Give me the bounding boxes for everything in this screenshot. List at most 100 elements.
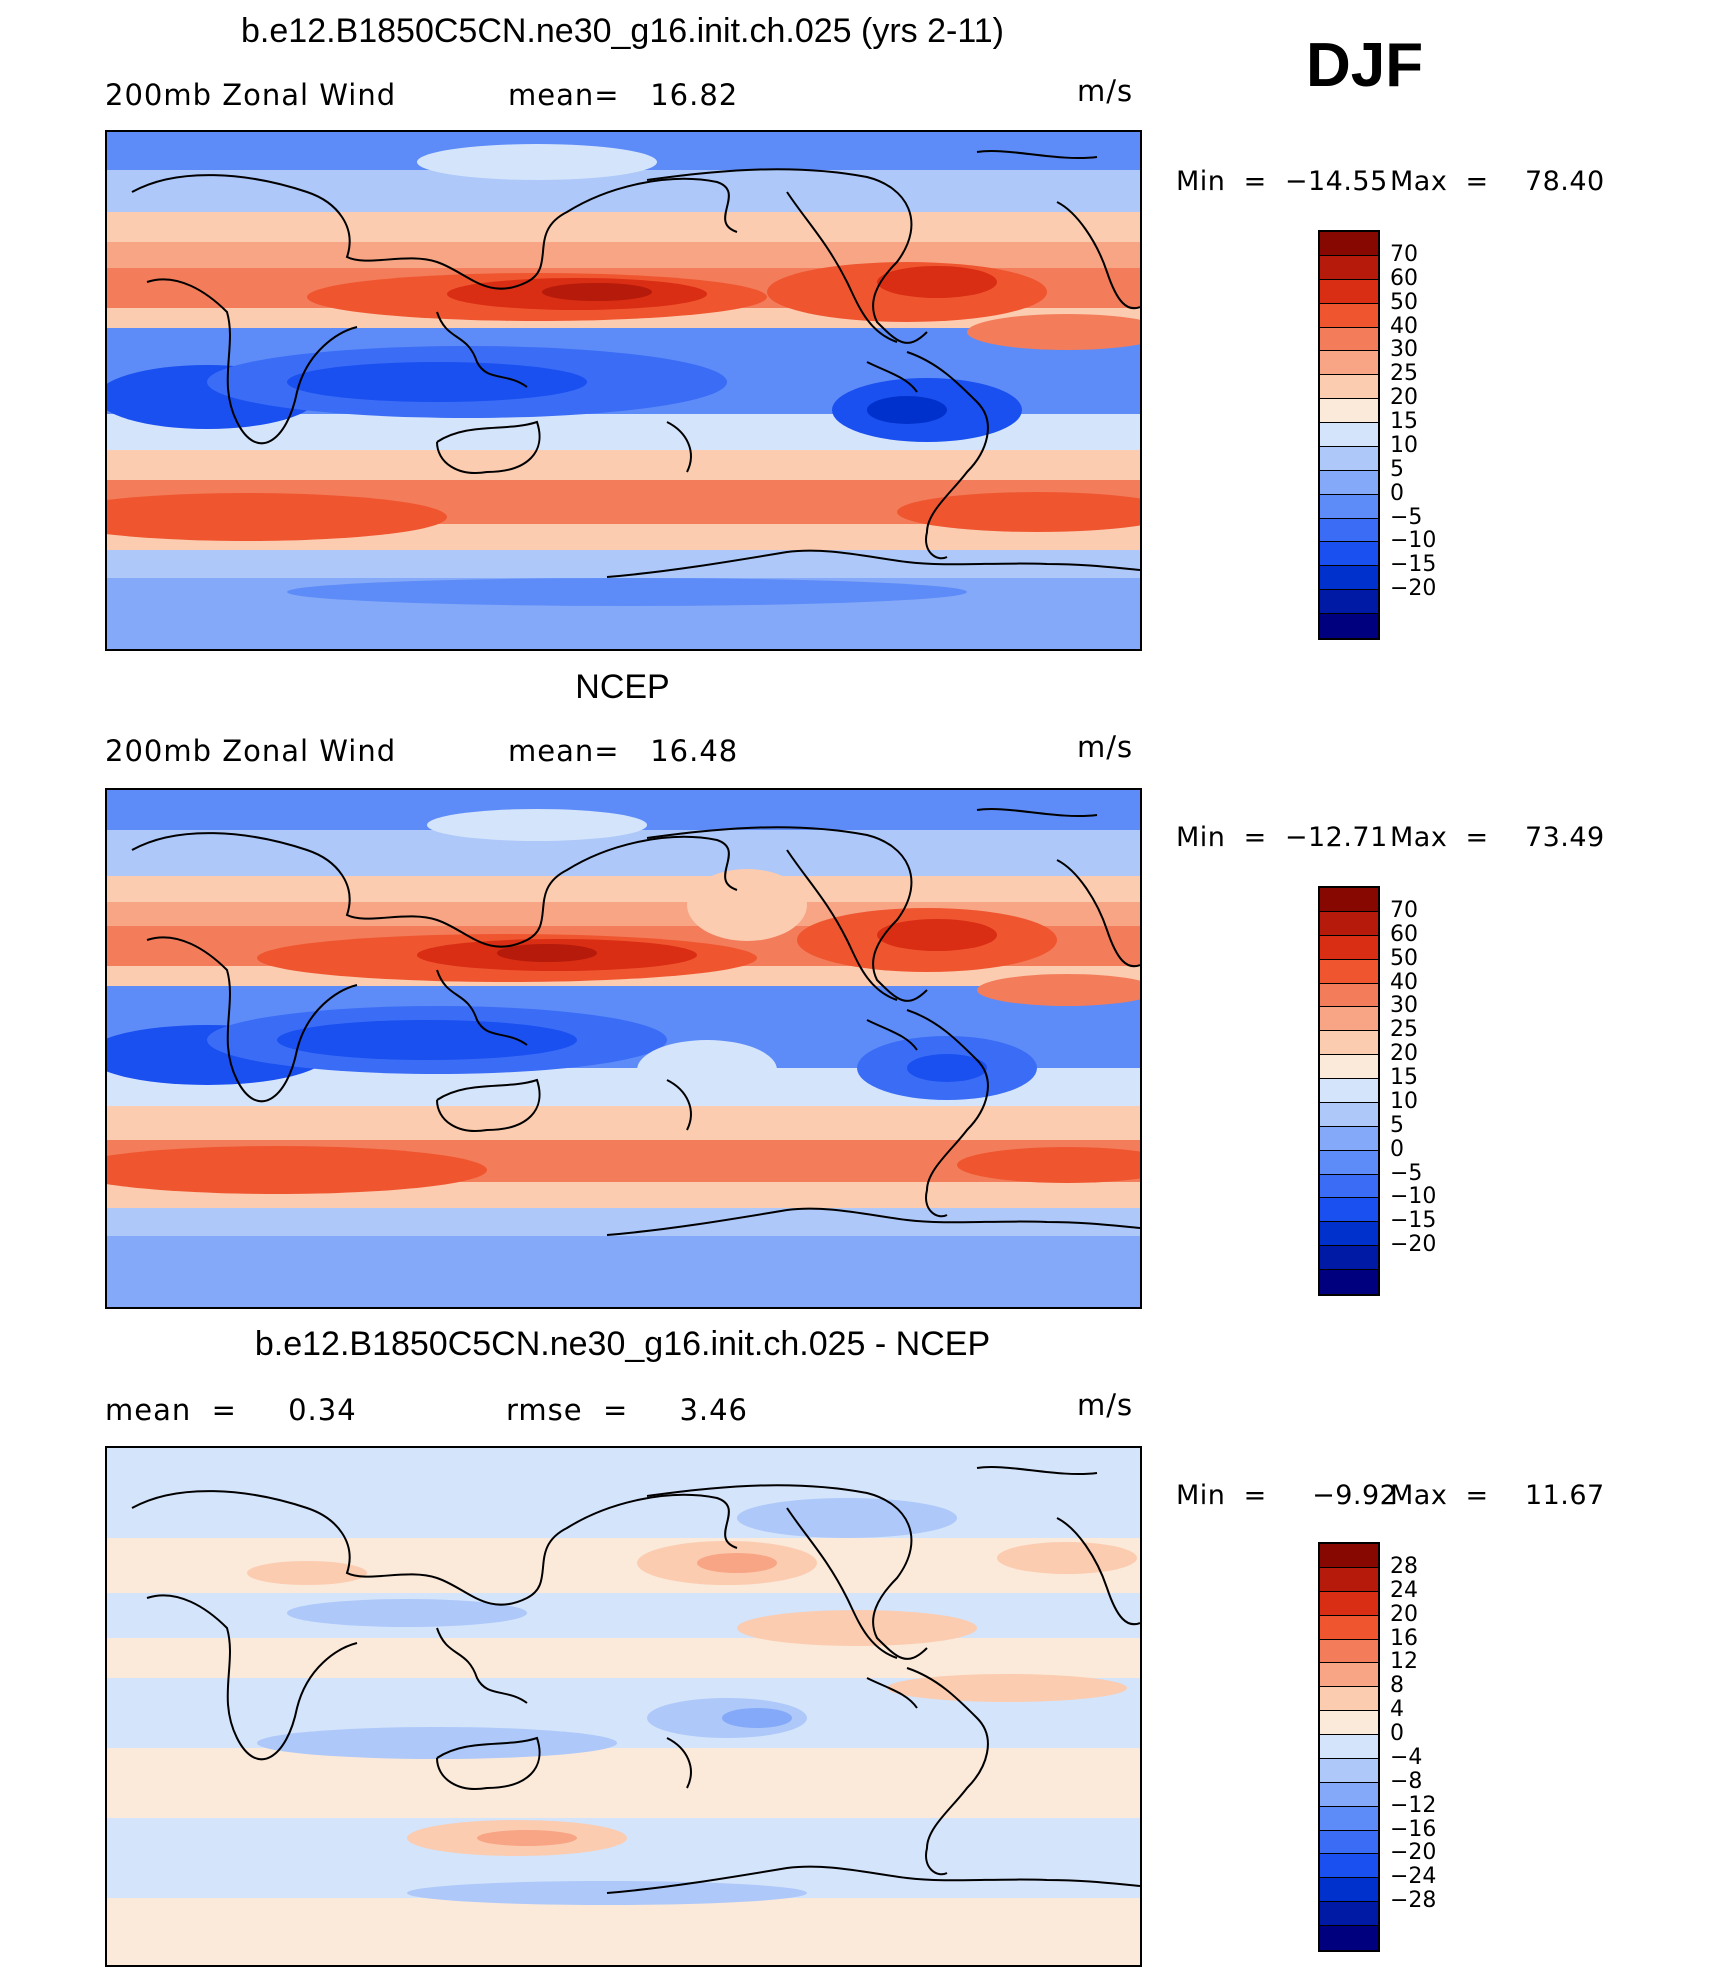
- colorbar-tick-label: 40: [1390, 969, 1418, 995]
- colorbar-tick-label: −8: [1390, 1768, 1423, 1794]
- panel2-map: [105, 788, 1142, 1309]
- colorbar-swatch: [1320, 1926, 1378, 1950]
- panel2-max-label: Max = 73.49: [1390, 822, 1605, 853]
- colorbar-swatch: [1320, 1758, 1378, 1783]
- panel3-mean-label: mean = 0.34: [105, 1393, 357, 1427]
- panel1-max-label: Max = 78.40: [1390, 166, 1605, 197]
- panel3-title: b.e12.B1850C5CN.ne30_g16.init.ch.025 - N…: [254, 1325, 991, 1363]
- colorbar-swatch: [1320, 1711, 1378, 1735]
- colorbar-tick-label: 20: [1390, 1041, 1418, 1067]
- colorbar-tick-label: 40: [1390, 313, 1418, 339]
- colorbar-swatch: [1320, 542, 1378, 567]
- colorbar-tick-label: 50: [1390, 289, 1418, 315]
- panel3-rmse-label: rmse = 3.46: [506, 1393, 749, 1427]
- colorbar-swatch: [1320, 566, 1378, 591]
- colorbar-swatch: [1320, 1079, 1378, 1103]
- colorbar-tick-label: −15: [1390, 1208, 1437, 1234]
- colorbar-swatch: [1320, 1544, 1378, 1568]
- colorbar-tick-label: −20: [1390, 576, 1437, 602]
- panel1-variable-label: 200mb Zonal Wind: [105, 78, 397, 112]
- colorbar-tick-label: 24: [1390, 1577, 1418, 1603]
- colorbar-tick-label: 5: [1390, 1112, 1404, 1138]
- colorbar-swatch: [1320, 1830, 1378, 1855]
- colorbar-swatch: [1320, 1854, 1378, 1879]
- colorbar-tick-label: 10: [1390, 432, 1418, 458]
- colorbar-swatch: [1320, 1222, 1378, 1247]
- colorbar-swatch: [1320, 423, 1378, 447]
- colorbar-tick-label: 70: [1390, 897, 1418, 923]
- colorbar-tick-label: 25: [1390, 361, 1418, 387]
- colorbar-swatch: [1320, 1055, 1378, 1079]
- colorbar-tick-label: −20: [1390, 1840, 1437, 1866]
- colorbar-swatch: [1320, 888, 1378, 912]
- colorbar-tick-label: 20: [1390, 1601, 1418, 1627]
- colorbar-tick-label: 16: [1390, 1625, 1418, 1651]
- panel2-variable-label: 200mb Zonal Wind: [105, 734, 397, 768]
- colorbar-tick-label: 0: [1390, 1136, 1404, 1162]
- colorbar-swatch: [1320, 1174, 1378, 1199]
- colorbar-tick-label: 0: [1390, 480, 1404, 506]
- colorbar-tick-label: 20: [1390, 385, 1418, 411]
- colorbar-tick-label: 8: [1390, 1673, 1404, 1699]
- colorbar-swatch: [1320, 255, 1378, 280]
- panel1-units-label: m/s: [1077, 74, 1134, 108]
- colorbar-swatch: [1320, 1198, 1378, 1223]
- colorbar-swatch: [1320, 1639, 1378, 1664]
- colorbar-swatch: [1320, 279, 1378, 304]
- colorbar-swatch: [1320, 375, 1378, 400]
- panel2-units-label: m/s: [1077, 730, 1134, 764]
- colorbar-swatch: [1320, 1687, 1378, 1712]
- colorbar-tick-label: −5: [1390, 504, 1423, 530]
- colorbar-swatch: [1320, 470, 1378, 495]
- panel1-title: b.e12.B1850C5CN.ne30_g16.init.ch.025 (yr…: [241, 12, 1004, 50]
- colorbar-tick-label: 70: [1390, 241, 1418, 267]
- colorbar-swatch: [1320, 1031, 1378, 1056]
- colorbar-tick-label: 30: [1390, 993, 1418, 1019]
- colorbar-tick-label: 15: [1390, 409, 1418, 435]
- colorbar-swatch: [1320, 1902, 1378, 1926]
- colorbar-tick-label: 28: [1390, 1553, 1418, 1579]
- colorbar-swatch: [1320, 399, 1378, 423]
- colorbar-swatch: [1320, 1663, 1378, 1688]
- colorbar-swatch: [1320, 959, 1378, 984]
- panel1-map: [105, 130, 1142, 651]
- colorbar-tick-label: 60: [1390, 265, 1418, 291]
- colorbar-tick-label: 15: [1390, 1065, 1418, 1091]
- colorbar-swatch: [1320, 590, 1378, 614]
- colorbar-tick-label: 25: [1390, 1017, 1418, 1043]
- panel2-mean-label: mean= 16.48: [508, 734, 739, 768]
- panel3-min-label: Min = −9.92: [1176, 1480, 1398, 1511]
- colorbar-tick-label: 0: [1390, 1721, 1404, 1747]
- colorbar-swatch: [1320, 1615, 1378, 1640]
- colorbar-tick-label: −12: [1390, 1792, 1437, 1818]
- colorbar-tick-label: 10: [1390, 1088, 1418, 1114]
- colorbar-swatch: [1320, 1591, 1378, 1616]
- colorbar-swatch: [1320, 1246, 1378, 1270]
- panel1-colorbar: [1318, 230, 1380, 640]
- colorbar-swatch: [1320, 1878, 1378, 1903]
- colorbar-tick-label: −4: [1390, 1744, 1423, 1770]
- colorbar-swatch: [1320, 1150, 1378, 1175]
- colorbar-tick-label: 5: [1390, 456, 1404, 482]
- panel2-min-label: Min = −12.71: [1176, 822, 1388, 853]
- season-label: DJF: [1306, 31, 1424, 100]
- colorbar-tick-label: −16: [1390, 1816, 1437, 1842]
- colorbar-tick-label: −10: [1390, 1184, 1437, 1210]
- panel1-min-label: Min = −14.55: [1176, 166, 1388, 197]
- colorbar-swatch: [1320, 1007, 1378, 1032]
- colorbar-swatch: [1320, 327, 1378, 352]
- panel3-units-label: m/s: [1077, 1388, 1134, 1422]
- colorbar-tick-label: 4: [1390, 1697, 1404, 1723]
- colorbar-swatch: [1320, 1735, 1378, 1759]
- colorbar-swatch: [1320, 1567, 1378, 1592]
- colorbar-swatch: [1320, 1270, 1378, 1294]
- colorbar-swatch: [1320, 614, 1378, 638]
- colorbar-swatch: [1320, 1102, 1378, 1127]
- colorbar-swatch: [1320, 232, 1378, 256]
- colorbar-swatch: [1320, 1126, 1378, 1151]
- colorbar-swatch: [1320, 1806, 1378, 1831]
- panel2-title: NCEP: [575, 668, 670, 706]
- colorbar-tick-label: 30: [1390, 337, 1418, 363]
- colorbar-swatch: [1320, 935, 1378, 960]
- colorbar-swatch: [1320, 983, 1378, 1008]
